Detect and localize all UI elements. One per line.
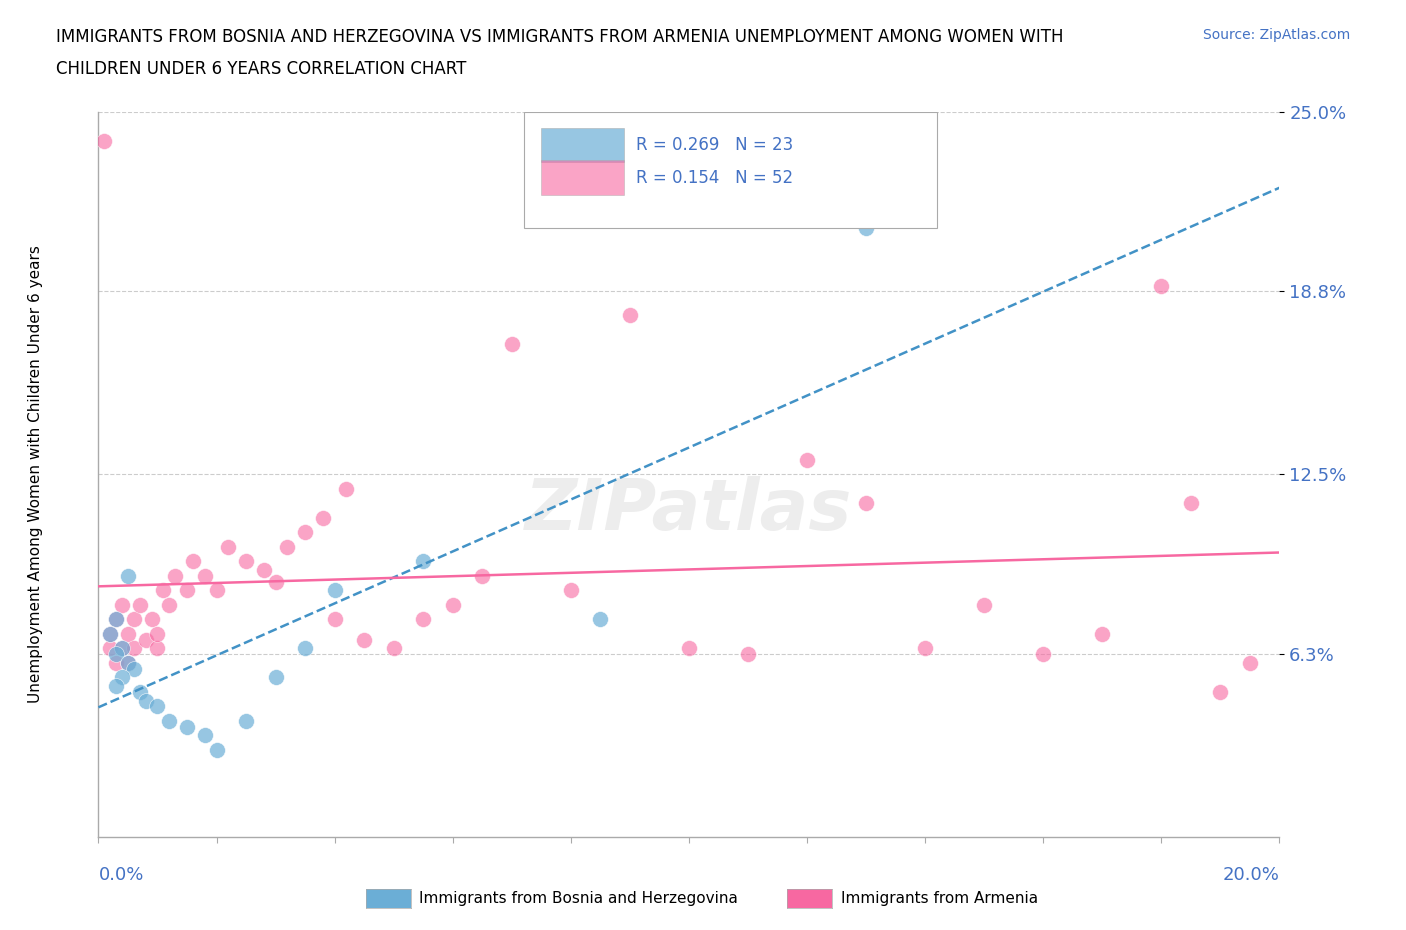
Point [146, 627, 169, 642]
FancyBboxPatch shape [541, 127, 624, 163]
Point [117, 656, 139, 671]
Point [105, 612, 128, 627]
Point [855, 220, 877, 235]
Point [176, 719, 198, 734]
Point [205, 583, 228, 598]
Point [678, 641, 700, 656]
Text: Immigrants from Bosnia and Herzegovina: Immigrants from Bosnia and Herzegovina [419, 891, 738, 906]
Point [135, 632, 157, 647]
Text: ZIPatlas: ZIPatlas [526, 476, 852, 545]
Point [264, 574, 287, 589]
Point [128, 684, 150, 699]
Point [117, 568, 139, 583]
Point [122, 641, 145, 656]
Point [973, 597, 995, 612]
Point [855, 496, 877, 511]
Point [1091, 627, 1114, 642]
Point [111, 670, 134, 684]
Point [122, 661, 145, 676]
Point [135, 693, 157, 708]
Point [1180, 496, 1202, 511]
Point [323, 612, 346, 627]
Point [471, 568, 494, 583]
Point [141, 612, 163, 627]
Point [122, 612, 145, 627]
Point [157, 597, 180, 612]
Point [276, 539, 298, 554]
FancyBboxPatch shape [541, 160, 624, 195]
Text: R = 0.269   N = 23: R = 0.269 N = 23 [636, 136, 793, 154]
Point [98, 627, 121, 642]
Text: IMMIGRANTS FROM BOSNIA AND HERZEGOVINA VS IMMIGRANTS FROM ARMENIA UNEMPLOYMENT A: IMMIGRANTS FROM BOSNIA AND HERZEGOVINA V… [56, 28, 1064, 46]
Point [294, 641, 316, 656]
Point [98, 641, 121, 656]
Point [312, 511, 335, 525]
Point [796, 452, 818, 467]
Point [117, 656, 139, 671]
Point [264, 670, 287, 684]
Point [253, 563, 276, 578]
Point [105, 646, 128, 661]
Point [382, 641, 405, 656]
Point [501, 337, 523, 352]
Point [412, 612, 434, 627]
Text: Immigrants from Armenia: Immigrants from Armenia [841, 891, 1038, 906]
Point [294, 525, 316, 539]
Point [146, 641, 169, 656]
Point [117, 627, 139, 642]
Point [1209, 684, 1232, 699]
Point [1150, 278, 1173, 293]
Point [194, 568, 217, 583]
Point [128, 597, 150, 612]
Point [560, 583, 582, 598]
Point [157, 713, 180, 728]
Point [441, 597, 464, 612]
Point [111, 641, 134, 656]
Point [205, 742, 228, 757]
Text: 0.0%: 0.0% [98, 866, 143, 884]
Point [111, 597, 134, 612]
Point [914, 641, 936, 656]
Point [412, 554, 434, 569]
Point [589, 612, 612, 627]
Point [335, 482, 357, 497]
Text: CHILDREN UNDER 6 YEARS CORRELATION CHART: CHILDREN UNDER 6 YEARS CORRELATION CHART [56, 60, 467, 78]
Point [194, 728, 217, 743]
Text: Source: ZipAtlas.com: Source: ZipAtlas.com [1202, 28, 1350, 42]
Point [152, 583, 174, 598]
Point [737, 646, 759, 661]
Point [98, 627, 121, 642]
Text: R = 0.154   N = 52: R = 0.154 N = 52 [636, 168, 793, 187]
Point [146, 699, 169, 714]
Point [1239, 656, 1261, 671]
FancyBboxPatch shape [523, 112, 936, 228]
Point [165, 568, 187, 583]
Point [1032, 646, 1054, 661]
Point [181, 554, 204, 569]
Point [217, 539, 239, 554]
Point [235, 713, 257, 728]
Text: 20.0%: 20.0% [1223, 866, 1279, 884]
Point [353, 632, 375, 647]
Point [111, 641, 134, 656]
Point [93, 133, 115, 148]
Point [105, 656, 128, 671]
Y-axis label: Unemployment Among Women with Children Under 6 years: Unemployment Among Women with Children U… [28, 246, 42, 703]
Point [105, 612, 128, 627]
Point [235, 554, 257, 569]
Point [176, 583, 198, 598]
Point [105, 679, 128, 694]
Point [619, 307, 641, 322]
Point [323, 583, 346, 598]
